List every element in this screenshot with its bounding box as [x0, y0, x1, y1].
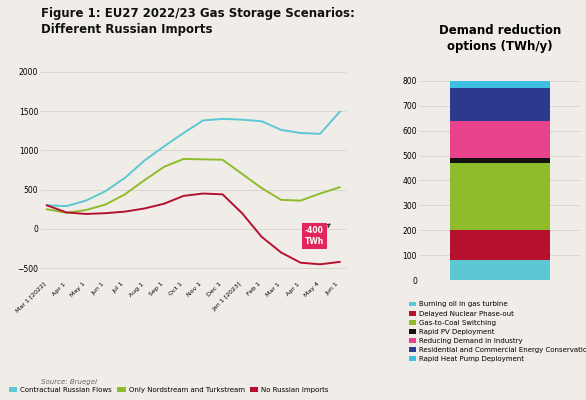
Bar	[450, 260, 550, 280]
Bar	[450, 158, 550, 163]
Title: Demand reduction
options (TWh/y): Demand reduction options (TWh/y)	[439, 24, 561, 54]
Text: Source: Bruegel: Source: Bruegel	[41, 379, 97, 385]
Bar	[450, 88, 550, 121]
Bar	[450, 81, 550, 88]
Text: -400
TWh: -400 TWh	[305, 224, 330, 246]
Bar	[450, 230, 550, 260]
Bar	[450, 163, 550, 230]
Legend: Burning oil in gas turbine, Delayed Nuclear Phase-out, Gas-to-Coal Switching, Ra: Burning oil in gas turbine, Delayed Nucl…	[409, 301, 586, 362]
Legend: Contractual Russian Flows, Only Nordstream and Turkstream, No Russian Imports: Contractual Russian Flows, Only Nordstre…	[9, 386, 329, 392]
Bar	[450, 121, 550, 158]
Text: Figure 1: EU27 2022/23 Gas Storage Scenarios:
Different Russian Imports: Figure 1: EU27 2022/23 Gas Storage Scena…	[41, 7, 355, 36]
